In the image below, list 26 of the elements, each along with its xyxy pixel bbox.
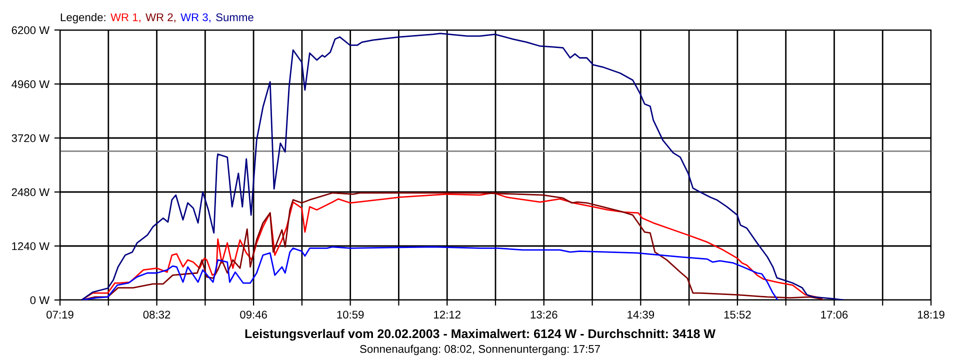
x-tick-label: 09:46 — [240, 310, 267, 319]
x-tick-label: 10:59 — [337, 310, 364, 319]
legend-title: Legende: — [60, 13, 106, 24]
text: Sonnenaufgang: 08:02, Sonnenuntergang: 17:57 — [360, 344, 600, 356]
x-tick-label: 12:12 — [434, 310, 460, 318]
x-tick-label: 17:06 — [821, 310, 848, 319]
y-tick-label: 4960 W — [12, 80, 50, 88]
x-tick-label: 18:19 — [918, 310, 944, 319]
y-tick-label: 6200 W — [12, 26, 50, 34]
text: WR 2, — [146, 13, 176, 23]
text: Summe — [216, 13, 254, 22]
line-series — [80, 32, 844, 300]
x-tick-label: 14:39 — [628, 310, 654, 319]
text: WR 3, — [180, 13, 210, 23]
x-tick-label: 08:32 — [143, 310, 170, 319]
y-tick-label: 1240 W — [12, 242, 50, 250]
x-tick-label: 15:52 — [724, 310, 751, 319]
text: WR 1, — [110, 13, 140, 23]
text: Leistungsverlauf vom 20.02.2003 - Maximalwert: 6124 W - Durchschnitt: 3418 W — [245, 328, 716, 341]
line-series — [80, 246, 778, 300]
y-tick-label: 2480 W — [12, 188, 50, 196]
y-tick-label: 0 W — [30, 296, 50, 304]
x-tick-label: 07:19 — [46, 310, 74, 319]
x-tick-label: 13:26 — [530, 310, 558, 319]
y-tick-label: 3720 W — [12, 134, 50, 142]
line-series — [80, 192, 824, 300]
